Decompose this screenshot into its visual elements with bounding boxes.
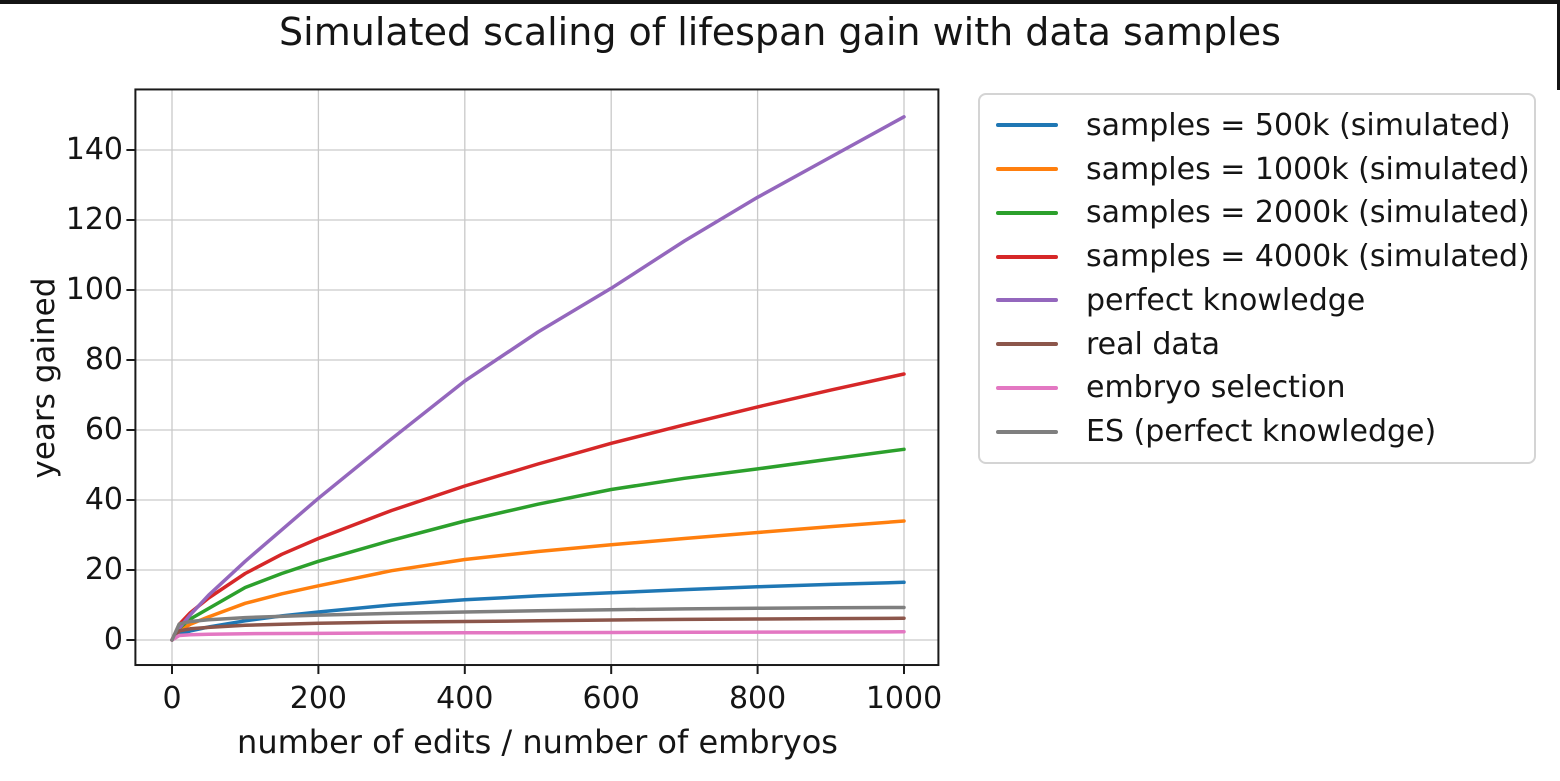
x-tick-label-200: 200 [289,681,348,716]
y-tick-label-140: 140 [65,132,123,167]
axes-frame [134,88,940,667]
series-line-3 [170,372,906,642]
x-tick-label-400: 400 [436,681,494,716]
legend-line-swatch [996,254,1058,259]
y-tick-label-100: 100 [65,272,123,307]
series-line-6 [170,630,906,642]
legend-line-swatch [996,167,1058,172]
window-edge-top [0,0,1560,4]
series-line-5 [170,616,906,642]
x-tick-label-1000: 1000 [865,681,943,716]
series-line-4 [170,115,906,642]
x-tick-label-800: 800 [728,681,787,716]
legend-line-swatch [996,298,1058,303]
series-line-2 [170,447,906,642]
legend-item-0: samples = 500k (simulated) [980,108,1534,143]
legend-line-swatch [996,210,1058,215]
legend-item-2: samples = 2000k (simulated) [980,195,1534,230]
y-tick-label-0: 0 [103,622,123,657]
legend-item-4: perfect knowledge [980,283,1534,318]
legend-label: samples = 2000k (simulated) [1086,195,1530,231]
y-tick-label-40: 40 [84,482,123,517]
y-tick-label-20: 20 [84,552,123,587]
chart-title: Simulated scaling of lifespan gain with … [279,10,1281,54]
legend-label: ES (perfect knowledge) [1086,414,1437,450]
legend-item-6: embryo selection [980,370,1534,405]
y-tick-label-80: 80 [84,342,123,377]
x-tick-label-600: 600 [582,681,640,716]
legend-line-swatch [996,342,1058,347]
window-edge-right [1557,0,1560,90]
legend-label: perfect knowledge [1086,282,1366,318]
legend-line-swatch [996,385,1058,390]
legend: samples = 500k (simulated) samples = 1000… [978,93,1536,464]
x-tick-label-0: 0 [162,681,182,716]
series-line-7 [170,605,906,642]
y-tick-label-60: 60 [84,412,123,447]
legend-label: samples = 4000k (simulated) [1086,239,1530,275]
legend-item-5: real data [980,327,1534,362]
y-tick-label-120: 120 [65,202,123,237]
legend-label: samples = 500k (simulated) [1086,107,1511,143]
legend-label: real data [1086,326,1220,362]
legend-label: samples = 1000k (simulated) [1086,151,1530,187]
x-axis-label: number of edits / number of embryos [237,723,838,761]
legend-item-1: samples = 1000k (simulated) [980,152,1534,187]
legend-item-3: samples = 4000k (simulated) [980,239,1534,274]
legend-line-swatch [996,123,1058,128]
legend-label: embryo selection [1086,370,1346,406]
legend-line-swatch [996,429,1058,434]
legend-item-7: ES (perfect knowledge) [980,414,1534,449]
